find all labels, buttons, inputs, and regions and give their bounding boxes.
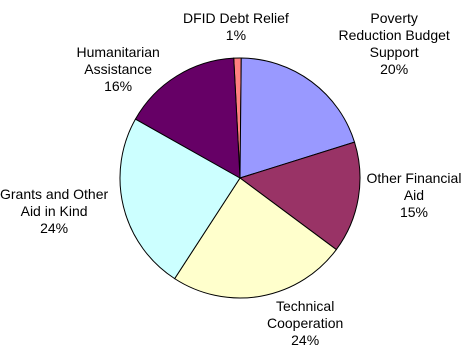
slice-label-poverty-reduction-budget-support: Poverty Reduction Budget Support 20% <box>339 10 450 78</box>
slice-label-dfid-debt-relief: DFID Debt Relief 1% <box>183 10 289 44</box>
pie-slice-other-financial-aid <box>238 141 361 251</box>
slice-label-text: Humanitarian <box>76 44 160 60</box>
slice-label-text: Cooperation <box>267 315 344 331</box>
slice-label-text: Assistance <box>84 61 152 77</box>
slice-percent-label: 15% <box>399 204 428 220</box>
slice-label-grants-and-other-aid-in-kind: Grants and Other Aid in Kind 24% <box>0 186 108 237</box>
slice-percent-label: 24% <box>291 332 320 348</box>
slice-label-text: DFID Debt Relief <box>183 10 289 26</box>
slice-label-text: Reduction Budget <box>338 27 450 43</box>
pie-slice-humanitarian-assistance <box>134 57 241 179</box>
slice-percent-label: 24% <box>40 220 69 236</box>
slice-percent-label: 20% <box>380 61 409 77</box>
pie-slice-grants-and-other-aid-in-kind <box>119 118 241 280</box>
slice-label-text: Grants and Other <box>0 186 109 202</box>
slice-label-text: Other Financial <box>366 170 462 186</box>
slice-label-text: Aid <box>403 187 425 203</box>
slice-label-text: Poverty <box>370 10 418 26</box>
slice-label-text: Support <box>369 44 419 60</box>
slice-label-other-financial-aid: Other Financial Aid 15% <box>367 170 462 221</box>
slice-label-humanitarian-assistance: Humanitarian Assistance 16% <box>77 44 160 95</box>
slice-label-text: Technical <box>275 298 335 314</box>
slice-label-technical-cooperation: Technical Cooperation 24% <box>267 298 343 349</box>
pie-slice-technical-cooperation <box>173 177 338 299</box>
pie-slice-poverty-reduction-budget-support <box>239 57 356 179</box>
slice-percent-label: 16% <box>104 78 133 94</box>
slice-label-text: Aid in Kind <box>20 203 88 219</box>
slice-percent-label: 1% <box>225 27 247 43</box>
